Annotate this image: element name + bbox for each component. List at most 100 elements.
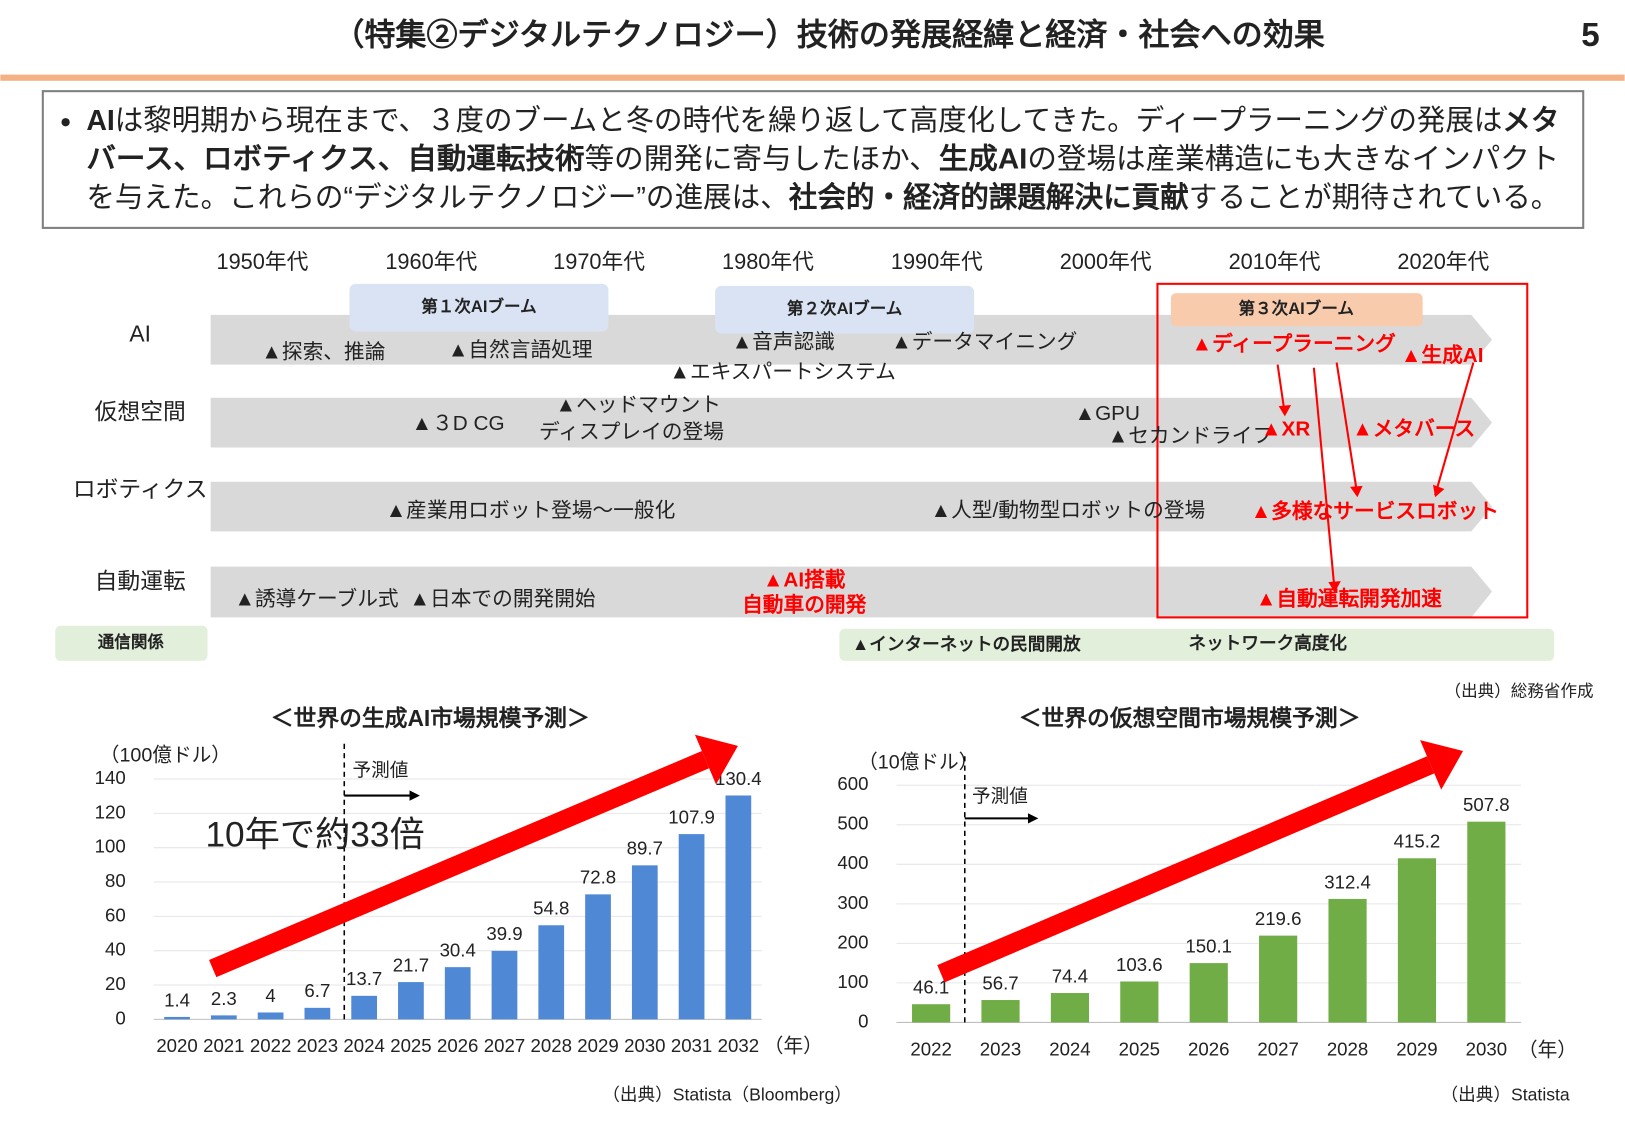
forecast-arrow-head — [1027, 813, 1039, 824]
arrow-head — [1328, 581, 1341, 593]
summary-line: バース、ロボティクス、自動運転技術 等の開発に寄与したほか、 生成AIの登場は産業構… — [86, 142, 1559, 175]
value-label: 30.4 — [440, 940, 476, 961]
value-label: 103.6 — [1116, 954, 1163, 975]
value-label: 415.2 — [1394, 831, 1441, 852]
trend-arrow — [209, 751, 710, 978]
relation-arrows — [1276, 362, 1475, 591]
source: （出典）Statista（Bloomberg） — [602, 1085, 852, 1105]
trend-arrow-head — [694, 734, 738, 785]
event: ▲インターネットの民間開放 — [852, 634, 1081, 654]
bar — [1189, 963, 1228, 1023]
summary-text: 生成AI — [939, 142, 1028, 175]
bar — [585, 894, 611, 1020]
arrow-head — [1433, 484, 1445, 498]
arrow-heads — [1278, 405, 1445, 593]
x-tick-label: 2027 — [1257, 1038, 1298, 1059]
event: ▲３D CG — [412, 412, 505, 435]
event: ▲人型/動物型ロボットの登場 — [931, 499, 1206, 522]
value-label: 6.7 — [304, 980, 330, 1001]
row-label: ロボティクス — [73, 476, 208, 502]
bar — [444, 967, 471, 1020]
y-tick-label: 300 — [837, 892, 868, 913]
arrow-head — [1278, 405, 1292, 417]
value-label: 89.7 — [627, 838, 663, 859]
y-tick-label: 40 — [105, 939, 126, 960]
event: ▲生成AI — [1401, 343, 1484, 367]
band — [210, 566, 1493, 618]
decade: 1970年代 — [553, 249, 645, 274]
x-tick-label: 2022 — [250, 1035, 291, 1056]
summary-text: の登場は産業構造にも大きなインパクト — [1027, 142, 1559, 175]
trend-arrow-head — [1420, 740, 1464, 790]
y-tick-label: 120 — [95, 801, 126, 822]
y-tick-label: 400 — [837, 852, 868, 873]
event: ▲探索、推論 — [261, 341, 385, 364]
summary-text: を与えた。これらの“デジタルテクノロジー”の進展は、 — [86, 181, 788, 214]
decades: 1950年代 1960年代 1970年代 1980年代 1990年代 2000年… — [216, 249, 1489, 274]
x-tick-label: 2026 — [437, 1035, 478, 1056]
x-axis-label: （年） — [1518, 1040, 1577, 1062]
value-label: 2.3 — [211, 988, 237, 1009]
bar — [981, 1000, 1020, 1023]
bullet — [61, 118, 70, 127]
event: ▲自然言語処理 — [448, 339, 593, 362]
decade: 1990年代 — [891, 249, 983, 274]
boom-box — [715, 285, 975, 334]
bar — [1328, 898, 1367, 1023]
y-tick-label: 0 — [115, 1007, 125, 1028]
value-label: 21.7 — [393, 954, 429, 975]
y-tick-label: 600 — [837, 773, 868, 794]
row-label: 自動運転 — [95, 568, 186, 594]
boom-label: 第３次AIブーム — [1239, 298, 1354, 318]
charts: ＜世界の生成AI市場規模予測＞ （100億ドル） （年） （出典）Statista（B… — [95, 705, 1577, 1105]
event: ▲エキスパートシステム — [670, 360, 896, 383]
x-tick-label: 2023 — [297, 1035, 338, 1056]
value-label: 74.4 — [1052, 965, 1088, 986]
event: ▲メタバース — [1352, 417, 1475, 440]
summary-text: は黎明期から現在まで、３度のブームと冬の時代を繰り返して高度化してきた。ディープ… — [115, 104, 1503, 137]
y-tick-label: 200 — [837, 931, 868, 952]
summary-text: AI — [86, 105, 114, 137]
band — [210, 481, 1493, 532]
title: （特集②デジタルテクノロジー）技術の発展経緯と経済・社会への効果 — [333, 17, 1325, 52]
comm-box — [55, 625, 208, 661]
x-tick-label: 2029 — [577, 1035, 618, 1056]
value-label: 39.9 — [486, 923, 522, 944]
boom-label: 第２次AIブーム — [787, 298, 902, 318]
x-axis-label: （年） — [764, 1036, 823, 1058]
x-tick-label: 2032 — [718, 1035, 759, 1056]
summary-line: AIは黎明期から現在まで、３度のブームと冬の時代を繰り返して高度化してきた。ディ… — [86, 104, 1559, 137]
decade: 2010年代 — [1229, 249, 1321, 274]
value-label: 107.9 — [668, 806, 715, 827]
decade: 2020年代 — [1397, 249, 1489, 274]
y-tick-label: 100 — [95, 836, 126, 857]
bar — [1467, 821, 1506, 1023]
x-tick-label: 2022 — [910, 1038, 951, 1059]
arrow — [1434, 362, 1475, 496]
annotation: 予測値 — [353, 760, 409, 781]
arrow — [1312, 367, 1336, 591]
chart-title: ＜世界の生成AI市場規模予測＞ — [271, 705, 590, 731]
event: ▲音声認識 — [732, 330, 835, 353]
event: 自動車の開発 — [742, 592, 867, 616]
x-tick-label: 2031 — [671, 1035, 712, 1056]
boom-label: 第１次AIブーム — [421, 296, 536, 316]
bar — [725, 795, 752, 1020]
decade: 1950年代 — [216, 249, 308, 274]
bar — [538, 925, 565, 1020]
comm-band — [839, 628, 1555, 661]
value-label: 507.8 — [1463, 794, 1510, 815]
source: （出典）総務省作成 — [1445, 681, 1594, 700]
event: ▲XR — [1261, 417, 1310, 440]
x-tick-label: 2029 — [1396, 1038, 1437, 1059]
y-tick-label: 60 — [105, 904, 126, 925]
y-tick-label: 80 — [105, 870, 126, 891]
arrow-head — [1350, 485, 1363, 498]
forecast-arrow-head — [409, 790, 420, 801]
value-label: 219.6 — [1255, 908, 1302, 929]
event: ネットワーク高度化 — [1189, 633, 1348, 653]
y-tick-label: 20 — [105, 973, 126, 994]
summary-text: メタ — [1502, 104, 1559, 137]
event: ▲誘導ケーブル式 — [234, 586, 398, 610]
